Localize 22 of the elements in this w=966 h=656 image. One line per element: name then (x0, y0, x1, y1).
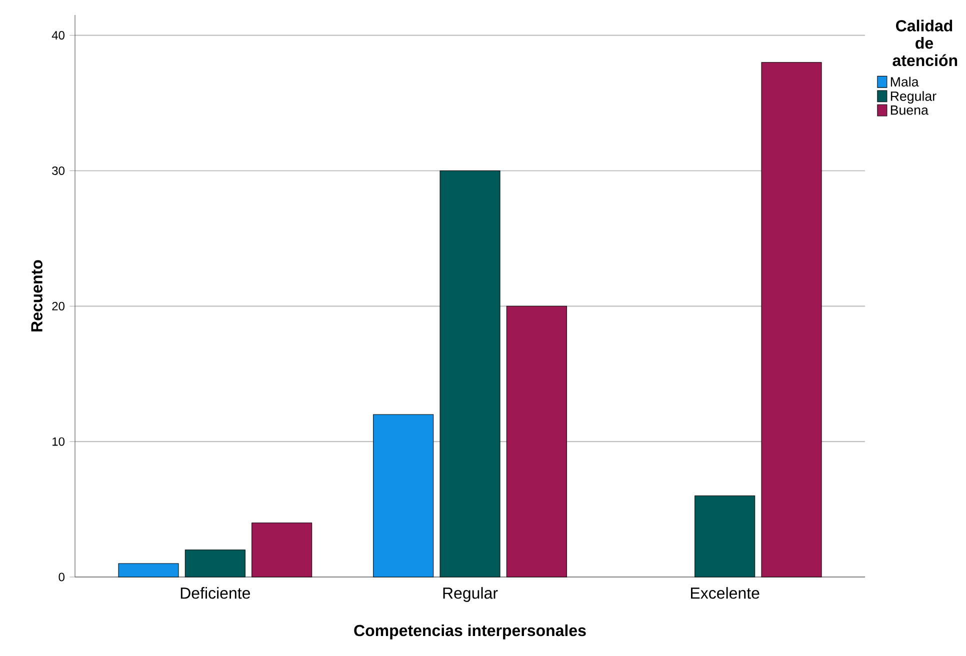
x-axis-title: Competencias interpersonales (354, 624, 586, 640)
bar (694, 495, 756, 578)
y-axis-title: Recuento (31, 260, 42, 332)
bar (440, 170, 500, 578)
x-tick-label: Deficiente (180, 587, 250, 599)
legend-title: Calidad de atención (892, 20, 958, 66)
bar (373, 414, 434, 578)
x-tick-label: Excelente (691, 587, 760, 599)
bar (252, 522, 312, 578)
legend-label: Regular (890, 91, 936, 104)
y-tick-label: 30 (52, 166, 64, 175)
y-tick-label: 20 (52, 302, 64, 310)
y-tick-label: 10 (52, 437, 64, 446)
legend-label: Buena (890, 105, 928, 115)
y-tick-label: 0 (58, 572, 64, 582)
legend-label: Mala (890, 76, 919, 87)
bar (118, 563, 179, 578)
bar (506, 306, 567, 578)
bar (761, 62, 822, 578)
x-tick-label: Regular (443, 587, 498, 602)
y-tick-label: 40 (52, 31, 64, 40)
bar (184, 550, 246, 578)
